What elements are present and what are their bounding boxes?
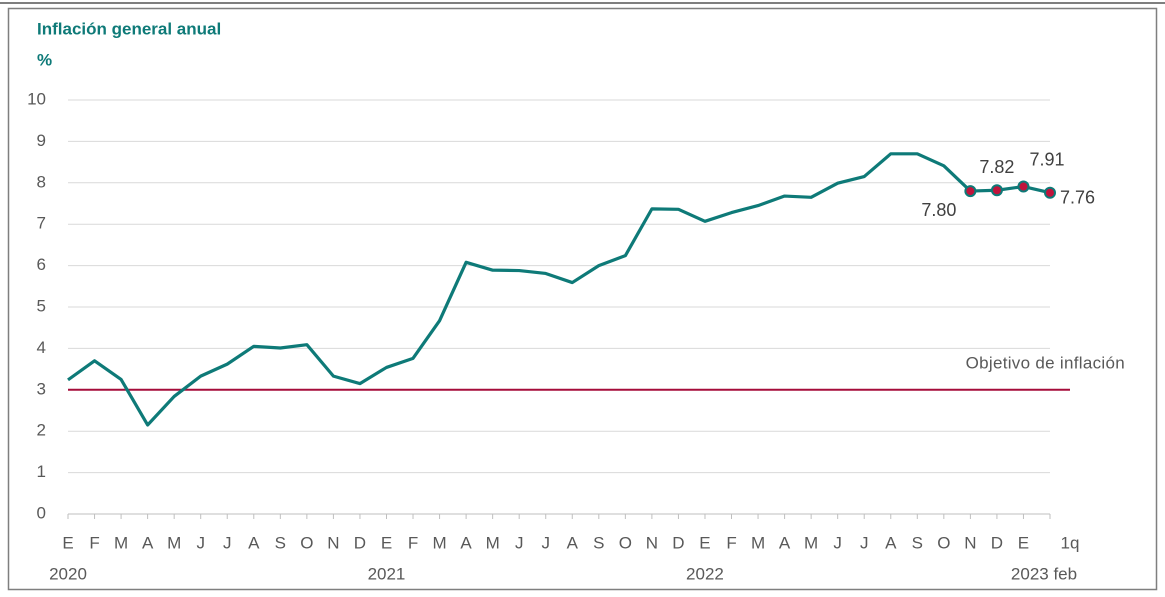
point-marker xyxy=(964,185,977,198)
y-tick-label: 9 xyxy=(37,131,46,150)
x-tick-label: E xyxy=(699,533,710,552)
y-tick-label: 8 xyxy=(37,172,46,191)
y-tick-label: 6 xyxy=(37,255,46,274)
frame xyxy=(7,7,1158,591)
data-label: 7.80 xyxy=(921,200,956,220)
x-tick-label: F xyxy=(726,533,736,552)
x-tick-label: M xyxy=(114,533,128,552)
year-label: 2020 xyxy=(49,564,87,583)
x-tick-label: E xyxy=(62,533,73,552)
x-tick-label: J xyxy=(541,533,550,552)
x-tick-label: J xyxy=(196,533,205,552)
x-tick-label: J xyxy=(223,533,232,552)
x-tick-label: S xyxy=(593,533,604,552)
data-label: 7.82 xyxy=(979,157,1014,177)
x-tick-label: O xyxy=(937,533,950,552)
x-tick-label: A xyxy=(779,533,791,552)
y-tick-label: 10 xyxy=(27,89,46,108)
x-tick-label: A xyxy=(248,533,260,552)
x-tick-label: A xyxy=(142,533,154,552)
x-tick-label: F xyxy=(89,533,99,552)
x-tick-label: M xyxy=(804,533,818,552)
x-tick-label: A xyxy=(460,533,472,552)
x-tick-label: M xyxy=(751,533,765,552)
x-tick-label: D xyxy=(354,533,366,552)
point-marker xyxy=(1017,180,1030,193)
series-line xyxy=(67,152,1051,427)
x-tick-label: D xyxy=(991,533,1003,552)
x-tick-label: E xyxy=(381,533,392,552)
y-tick-label: 3 xyxy=(37,379,46,398)
unit-label: % xyxy=(37,50,52,69)
x-tick-label: M xyxy=(167,533,181,552)
year-label: 2023 feb xyxy=(1011,564,1077,583)
target-label: Objetivo de inflación xyxy=(966,353,1125,372)
x-tick-label: F xyxy=(408,533,418,552)
y-tick-label: 1 xyxy=(37,462,46,481)
x-tick-label: N xyxy=(327,533,339,552)
x-tick-label: O xyxy=(300,533,313,552)
x-tick-label: E xyxy=(1018,533,1029,552)
x-tick-label: N xyxy=(646,533,658,552)
x-tick-label: 1q xyxy=(1061,533,1080,552)
x-tick-label: A xyxy=(567,533,579,552)
point-marker xyxy=(1044,186,1056,199)
x-tick-label: S xyxy=(275,533,286,552)
chart-title: Inflación general anual xyxy=(37,19,221,38)
x-tick-label: J xyxy=(833,533,842,552)
x-tick-label: M xyxy=(432,533,446,552)
data-label: 7.91 xyxy=(1029,149,1064,169)
y-tick-label: 4 xyxy=(37,338,46,357)
year-label: 2021 xyxy=(368,564,406,583)
data-label: 7.76 xyxy=(1060,187,1095,207)
year-label: 2022 xyxy=(686,564,724,583)
point-marker xyxy=(990,184,1003,197)
y-tick-label: 2 xyxy=(37,421,46,440)
y-tick-label: 5 xyxy=(37,296,46,315)
x-tick-label: A xyxy=(885,533,897,552)
x-tick-label: J xyxy=(515,533,524,552)
x-tick-label: M xyxy=(486,533,500,552)
x-tick-label: O xyxy=(619,533,632,552)
x-tick-label: J xyxy=(860,533,869,552)
x-tick-label: D xyxy=(672,533,684,552)
x-tick-label: S xyxy=(912,533,923,552)
y-tick-label: 0 xyxy=(37,503,46,522)
x-tick-label: N xyxy=(964,533,976,552)
y-tick-label: 7 xyxy=(37,214,46,233)
